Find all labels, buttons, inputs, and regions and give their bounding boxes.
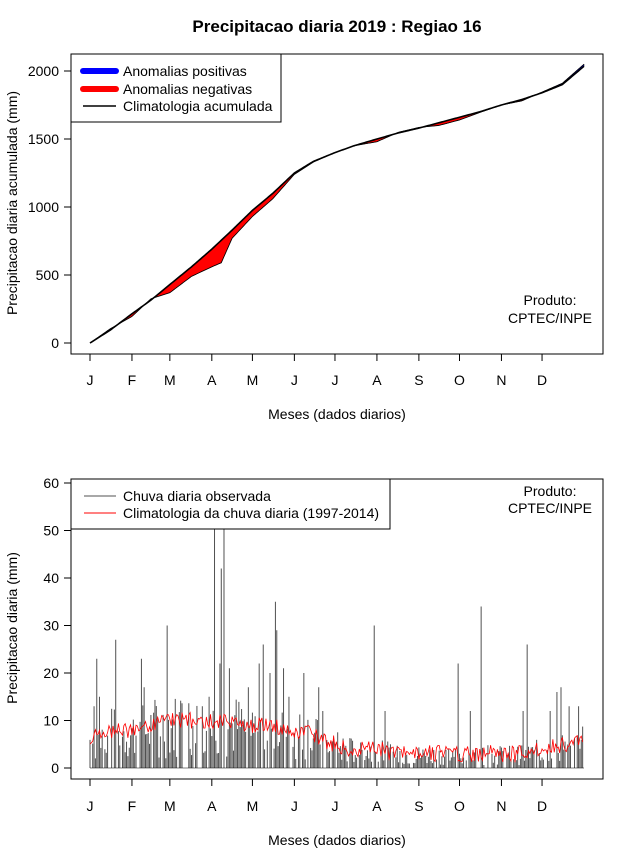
x-tick-label: D — [537, 372, 547, 388]
legend-label-climatology: Climatologia acumulada — [123, 98, 273, 114]
x-tick-label: F — [128, 798, 137, 814]
x-tick-label: A — [207, 798, 217, 814]
y-tick-label: 1000 — [28, 199, 59, 215]
daily-y-label: Precipitacao diaria (mm) — [4, 552, 20, 704]
y-tick-label: 0 — [51, 335, 59, 351]
x-tick-label: A — [372, 798, 382, 814]
y-tick-label: 2000 — [28, 63, 59, 79]
positive-anomaly-area — [535, 63, 585, 96]
y-tick-label: 40 — [43, 570, 59, 586]
daily-climatology-line — [89, 711, 584, 763]
x-tick-label: A — [207, 372, 217, 388]
producer-label: Produto: — [524, 292, 577, 308]
x-tick-label: J — [331, 798, 338, 814]
cumulative-legend: Anomalias positivas Anomalias negativas … — [70, 53, 282, 123]
x-tick-label: N — [496, 798, 506, 814]
cumulative-y-label: Precipitacao diaria acumulada (mm) — [4, 91, 20, 315]
legend-label-negative: Anomalias negativas — [123, 81, 252, 97]
y-tick-label: 60 — [43, 475, 59, 491]
x-tick-label: M — [164, 372, 176, 388]
legend-label-observed: Chuva diaria observada — [123, 488, 271, 504]
legend-label-climatology: Climatologia da chuva diaria (1997-2014) — [123, 505, 379, 521]
daily-chart: 0 10 20 30 40 50 60 J F M A M J J A S O N D Precipitacao … — [4, 475, 604, 848]
x-tick-label: J — [87, 372, 94, 388]
producer-label: Produto: — [524, 483, 577, 499]
cumulative-x-label: Meses (dados diarios) — [268, 406, 406, 422]
chart-title: Precipitacao diaria 2019 : Regiao 16 — [192, 17, 481, 36]
daily-x-label: Meses (dados diarios) — [268, 832, 406, 848]
daily-legend: Chuva diaria observada Climatologia da c… — [70, 478, 391, 530]
x-tick-label: M — [247, 372, 259, 388]
x-tick-label: F — [128, 372, 137, 388]
y-tick-label: 30 — [43, 618, 59, 634]
x-tick-label: O — [454, 372, 465, 388]
legend-box — [70, 478, 391, 530]
y-tick-label: 50 — [43, 523, 59, 539]
x-tick-label: M — [164, 798, 176, 814]
cumulative-chart: 0 500 1000 1500 2000 J F M A M J J A S O N D Precipitac… — [4, 53, 604, 422]
y-tick-label: 500 — [36, 267, 60, 283]
x-tick-label: J — [87, 798, 94, 814]
x-tick-label: J — [331, 372, 338, 388]
x-tick-label: M — [247, 798, 259, 814]
cumulative-y-axis: 0 500 1000 1500 2000 — [28, 63, 72, 351]
x-tick-label: D — [537, 798, 547, 814]
daily-y-axis: 0 10 20 30 40 50 60 — [43, 475, 72, 776]
legend-label-positive: Anomalias positivas — [123, 63, 247, 79]
x-tick-label: S — [414, 798, 423, 814]
producer-name: CPTEC/INPE — [508, 500, 592, 516]
x-tick-label: A — [372, 372, 382, 388]
y-tick-label: 20 — [43, 665, 59, 681]
x-tick-label: N — [496, 372, 506, 388]
x-tick-label: J — [291, 798, 298, 814]
x-tick-label: J — [291, 372, 298, 388]
x-tick-label: O — [454, 798, 465, 814]
y-tick-label: 1500 — [28, 131, 59, 147]
y-tick-label: 0 — [51, 760, 59, 776]
producer-name: CPTEC/INPE — [508, 310, 592, 326]
climatology-cumulative-line — [89, 65, 585, 344]
y-tick-label: 10 — [43, 713, 59, 729]
x-tick-label: S — [414, 372, 423, 388]
